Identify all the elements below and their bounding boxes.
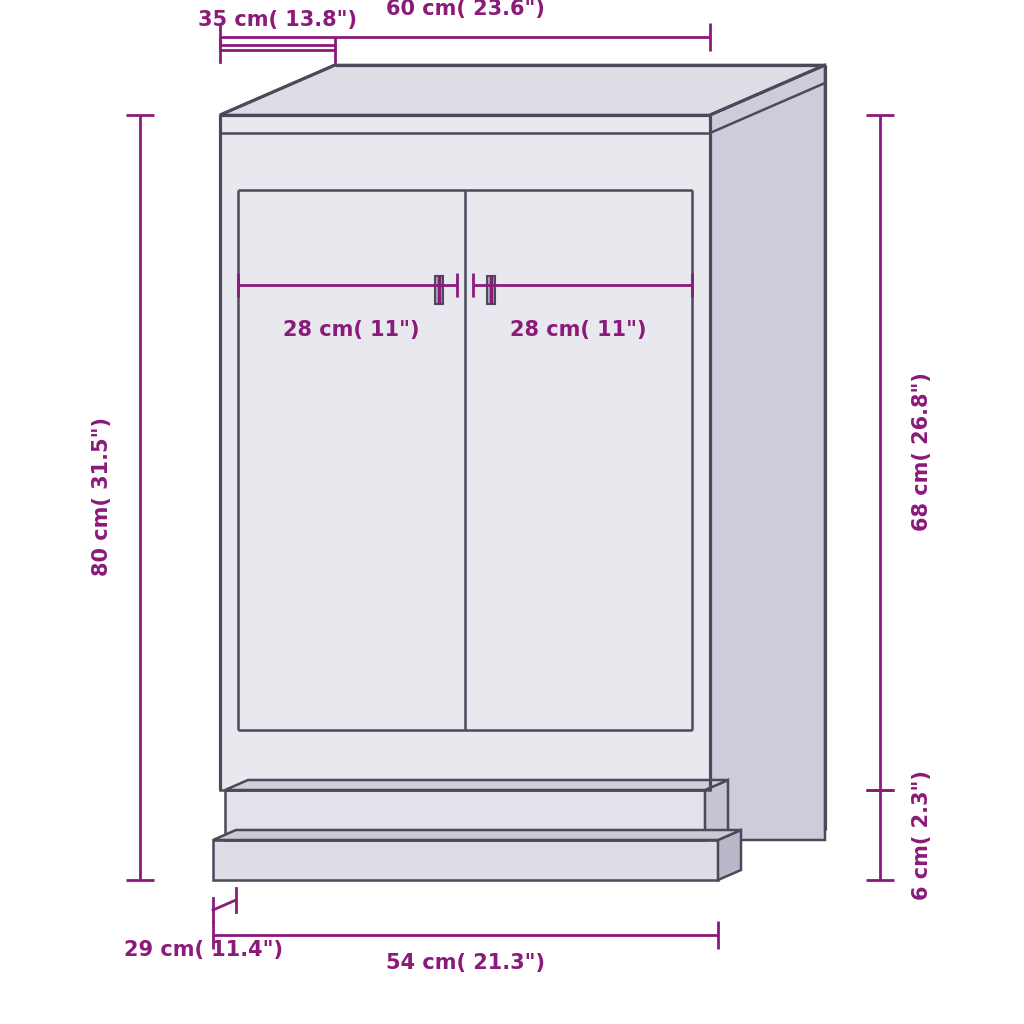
Text: 28 cm( 11"): 28 cm( 11") — [283, 319, 419, 340]
Polygon shape — [220, 115, 710, 790]
Text: 35 cm( 13.8"): 35 cm( 13.8") — [198, 10, 356, 30]
Text: 68 cm( 26.8"): 68 cm( 26.8") — [912, 373, 932, 531]
Polygon shape — [710, 65, 825, 840]
Text: 6 cm( 2.3"): 6 cm( 2.3") — [912, 770, 932, 900]
Polygon shape — [220, 65, 825, 115]
Polygon shape — [705, 780, 728, 840]
Text: 60 cm( 23.6"): 60 cm( 23.6") — [386, 0, 545, 19]
Polygon shape — [213, 830, 741, 840]
Text: 80 cm( 31.5"): 80 cm( 31.5") — [92, 418, 112, 577]
Text: 54 cm( 21.3"): 54 cm( 21.3") — [385, 953, 545, 973]
Polygon shape — [718, 830, 741, 880]
Polygon shape — [225, 780, 728, 790]
Text: 29 cm( 11.4"): 29 cm( 11.4") — [124, 940, 283, 961]
Polygon shape — [213, 840, 718, 880]
Bar — [435, 276, 443, 304]
Polygon shape — [225, 790, 705, 840]
Bar — [487, 276, 495, 304]
Text: 28 cm( 11"): 28 cm( 11") — [510, 319, 646, 340]
